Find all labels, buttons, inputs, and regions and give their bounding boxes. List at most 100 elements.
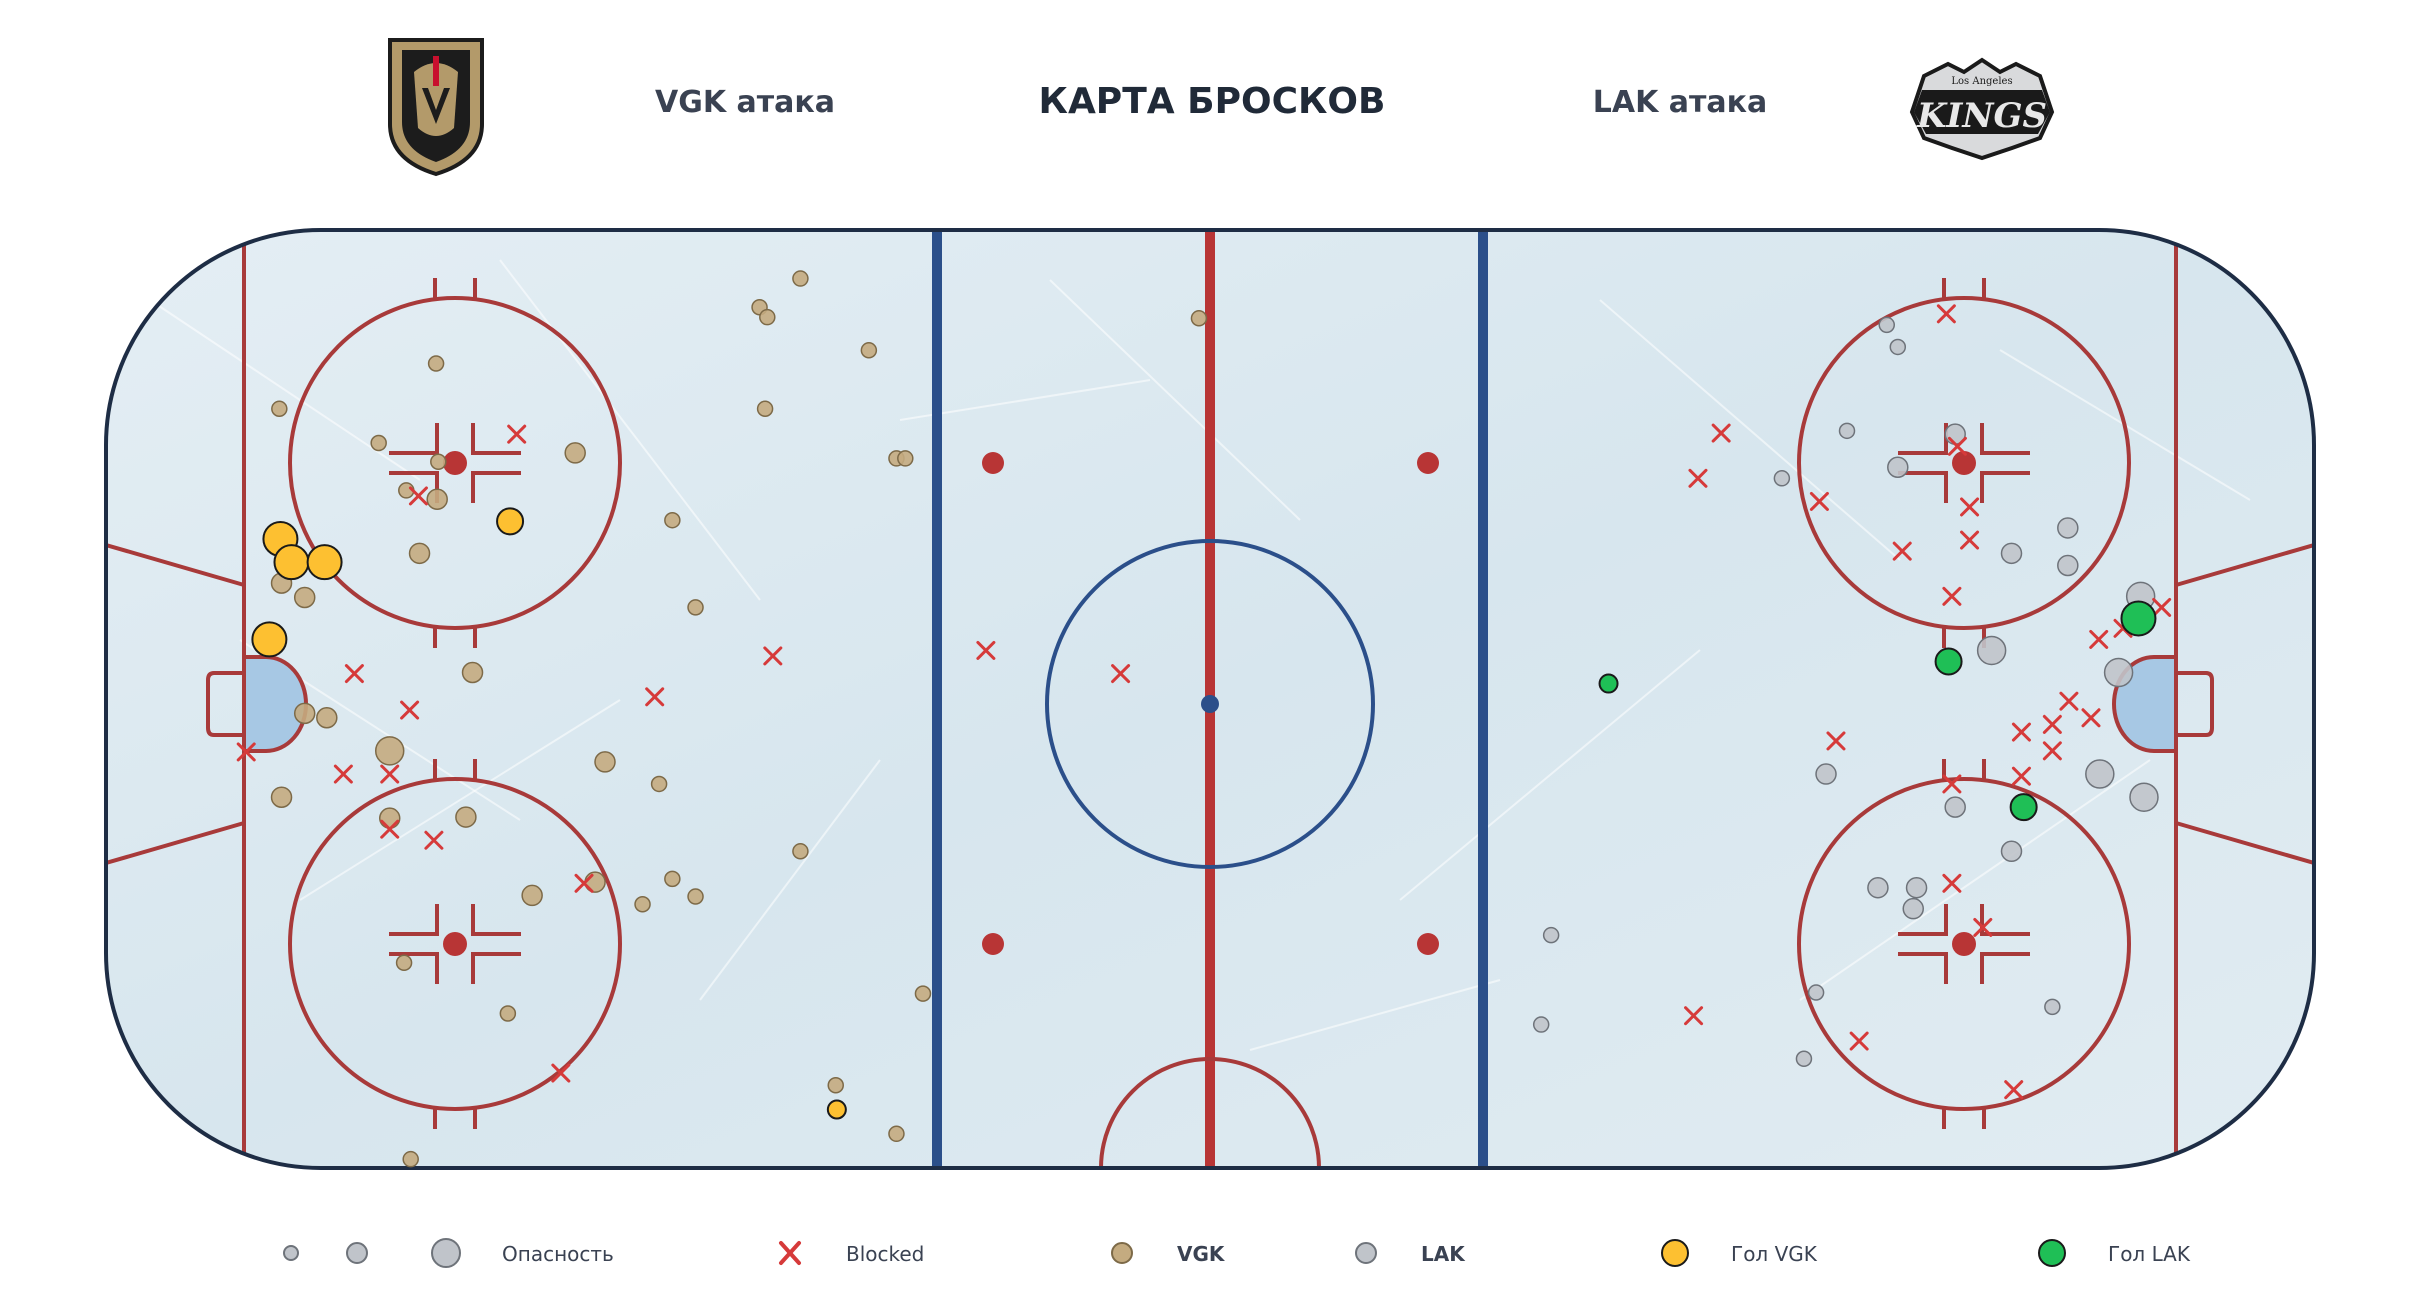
legend-vgk-marker (1111, 1242, 1133, 1264)
vgk-shot-marker (461, 661, 484, 684)
blocked-shot-marker (424, 830, 444, 850)
blocked-shot-marker (1111, 664, 1131, 684)
vgk-shot-marker (293, 702, 316, 725)
goal-vgk-marker (306, 544, 343, 581)
blocked-shot-marker (2042, 714, 2062, 734)
blocked-shot-marker (1942, 873, 1962, 893)
blocked-shot-marker (1942, 586, 1962, 606)
vgk-shot-marker (430, 453, 447, 470)
right-team-label: LAK атака (1593, 85, 1768, 120)
blocked-shot-marker (551, 1063, 571, 1083)
blocked-shot-marker (1711, 423, 1731, 443)
lak-shot-marker (1944, 796, 1966, 818)
vgk-shot-marker (499, 1005, 517, 1022)
center-faceoff-dot (1201, 695, 1219, 713)
vgk-shot-marker (914, 985, 932, 1002)
blocked-shot-marker (507, 424, 527, 444)
lak-shot-marker (2085, 759, 2115, 789)
neutral-dot (1417, 933, 1439, 955)
vgk-shot-marker (426, 488, 448, 511)
blocked-shot-marker (1684, 1006, 1704, 1026)
blocked-shot-marker (2011, 722, 2031, 742)
vgk-shot-marker (664, 870, 681, 888)
vgk-shot-marker (756, 400, 774, 418)
legend-goal-lak-label: Гол LAK (2108, 1242, 2191, 1266)
lak-shot-marker (2057, 554, 2079, 577)
rink-boards (104, 228, 2316, 1170)
rink (104, 228, 2316, 1170)
legend-vgk-label: VGK (1177, 1242, 1226, 1266)
vgk-shot-marker (427, 355, 445, 372)
vgk-shot-marker (860, 342, 878, 359)
faceoff-dot (443, 932, 467, 956)
lak-shot-marker (1795, 1050, 1813, 1068)
neutral-dot (982, 452, 1004, 474)
goal-vgk-marker (251, 621, 288, 658)
blocked-shot-marker (1826, 731, 1846, 751)
blocked-shot-marker (976, 640, 996, 660)
legend-danger-small (283, 1245, 299, 1261)
lak-logo-text: KINGS (1916, 96, 2047, 136)
goal-lak-marker (2009, 793, 2038, 822)
faceoff-circles (288, 278, 2131, 1129)
lak-shot-marker (1889, 338, 1907, 356)
blocked-shot-marker (1688, 468, 1708, 488)
vgk-shot-marker (792, 270, 809, 287)
blocked-shot-marker (400, 700, 420, 720)
left-goal-crease (242, 655, 308, 753)
lak-shot-marker (2103, 657, 2134, 688)
vgk-shot-marker (270, 786, 293, 808)
vgk-shot-marker (271, 400, 288, 418)
series-гол-vgk (251, 507, 847, 1120)
blocked-shot-marker (2081, 708, 2101, 728)
page-title: КАРТА БРОСКОВ (1039, 81, 1386, 122)
goal-vgk-marker (826, 1099, 847, 1120)
legend-danger-large (431, 1238, 461, 1268)
blocked-shot-marker (2042, 741, 2062, 761)
lak-shot-marker (1902, 897, 1924, 920)
goal-lak-marker (1934, 647, 1963, 676)
goal-lak-marker (1598, 673, 1619, 694)
neutral-dot (1417, 452, 1439, 474)
blocked-shot-marker (2059, 691, 2079, 711)
vgk-shot-marker (1190, 310, 1208, 327)
right-trapezoid (2175, 543, 2314, 865)
blocked-shot-marker (236, 742, 256, 762)
neutral-dot (982, 933, 1004, 955)
lak-shot-marker (2000, 542, 2023, 565)
vgk-shot-marker (792, 843, 809, 860)
vgk-shot-marker (408, 542, 431, 565)
vgk-shot-marker (759, 308, 776, 326)
faceoff-circle (288, 278, 622, 648)
lak-shot-marker (2000, 840, 2023, 863)
left-team-label: VGK атака (655, 85, 835, 120)
vgk-shot-marker (650, 775, 668, 793)
legend-goal-lak-marker (2038, 1239, 2066, 1267)
lak-shot-marker (1773, 470, 1791, 487)
faceoff-circle (1797, 759, 2131, 1129)
faceoff-circle (1797, 278, 2131, 648)
vgk-shot-marker (634, 896, 651, 913)
center-circle (1045, 539, 1375, 869)
legend-danger-medium (346, 1242, 368, 1264)
lak-shot-marker (1976, 635, 2007, 666)
blocked-shot-marker (574, 873, 594, 893)
lak-shot-marker (1887, 456, 1909, 479)
vgk-shot-marker (687, 599, 704, 616)
vgk-shot-marker (564, 442, 586, 464)
lak-shot-marker (1807, 984, 1825, 1001)
blocked-shot-marker (645, 687, 665, 707)
blocked-shot-marker (2011, 766, 2031, 786)
blocked-shot-marker (763, 646, 783, 666)
header: VGK атака КАРТА БРОСКОВ LAK атака KINGS … (388, 38, 2055, 177)
blocked-shot-marker (2004, 1080, 2024, 1100)
left-blue-line (932, 230, 942, 1168)
lak-shot-marker (2129, 782, 2159, 812)
blocked-shot-marker (1973, 917, 1993, 937)
lak-shot-marker (1878, 316, 1896, 334)
vgk-shot-marker (687, 888, 704, 905)
rink-markings (106, 230, 2314, 1168)
goal-lak-marker (2120, 600, 2157, 637)
series-blocked (236, 304, 2172, 1100)
